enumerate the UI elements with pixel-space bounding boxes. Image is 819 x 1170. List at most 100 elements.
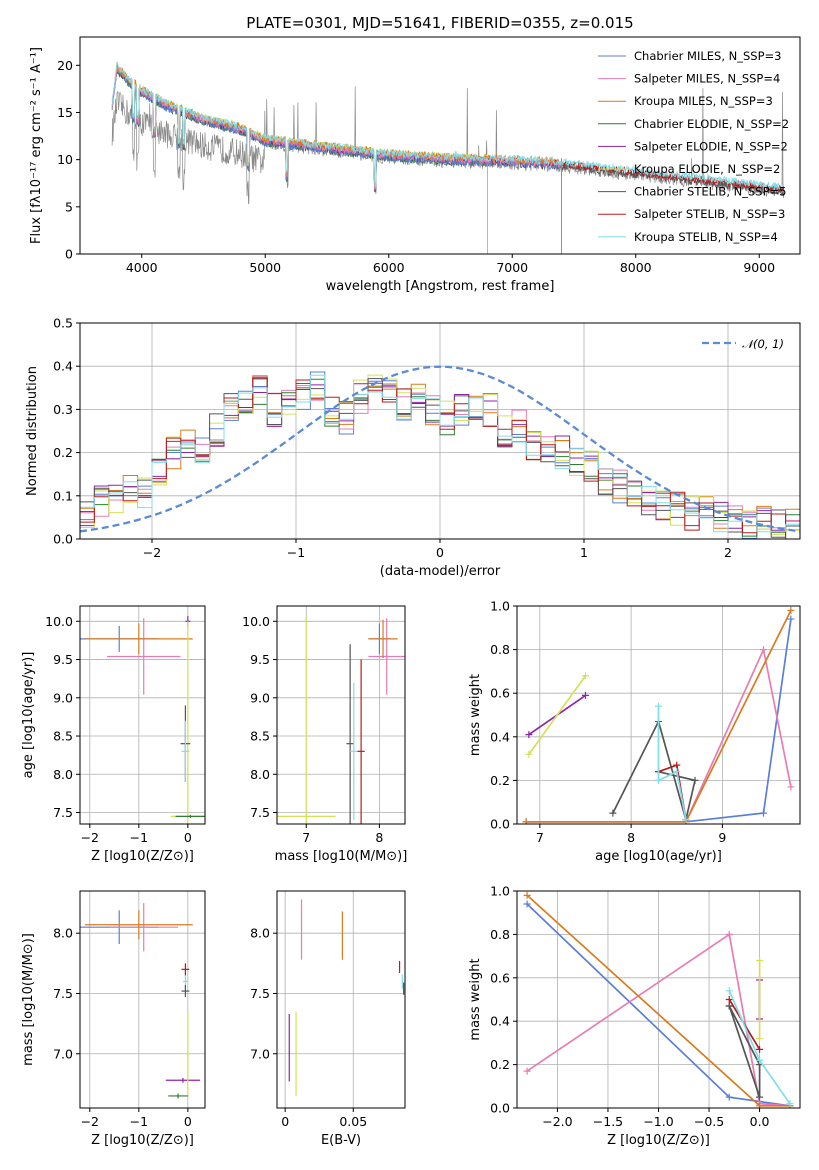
weight-vs-Z-lines (523, 891, 794, 1108)
error-bar-point (277, 617, 336, 824)
y-tick-label: 0.2 (53, 445, 73, 460)
histogram-legend: 𝒩(0, 1) (702, 337, 784, 351)
data-point (787, 783, 795, 791)
x-tick-label: −0.5 (694, 1114, 724, 1129)
data-point (787, 606, 795, 614)
x-tick-label: 6000 (373, 260, 405, 275)
legend-entry: Kroupa ELODIE, N_SSP=2 (634, 162, 780, 176)
x-tick-label: −1 (130, 830, 148, 845)
y-tick-label: 8.0 (53, 767, 73, 782)
data-point (523, 891, 531, 899)
data-point (725, 996, 733, 1003)
x-tick-label: 9000 (743, 260, 775, 275)
y-tick-label: 7.5 (53, 986, 73, 1001)
spectrum-axes: 4000 5000 6000 7000 8000 9000 0 5 10 15 20 waveleng… (29, 47, 775, 294)
y-tick-label: 0.0 (490, 817, 510, 832)
data-point (523, 1067, 531, 1075)
y-axis-label: Flux [fλ10⁻¹⁷ erg cm⁻² s⁻¹ A⁻¹] (29, 47, 44, 244)
y-tick-label: 0.3 (53, 402, 73, 417)
data-point (759, 646, 767, 654)
weight-series (655, 702, 690, 824)
x-tick-label: −2 (143, 545, 161, 560)
y-tick-label: 20 (57, 58, 73, 73)
x-tick-label: 7 (536, 830, 544, 845)
y-tick-label: 10.0 (45, 614, 73, 629)
x-axis-label: E(B-V) (321, 1133, 361, 1148)
y-tick-label: 7.5 (250, 805, 270, 820)
x-axis-label: age [log10(age/yr)] (595, 849, 722, 864)
y-tick-label: 0.8 (490, 927, 510, 942)
y-axis-label: Normed distribution (25, 366, 40, 496)
age-vs-Z-frame (79, 605, 206, 825)
y-tick-label: 5 (65, 199, 73, 214)
x-tick-label: −1 (130, 1114, 148, 1129)
spectrum-frame (79, 36, 801, 255)
y-tick-label: 0.4 (53, 359, 73, 374)
mass-vs-Z-axes: −2 −1 0 7.0 7.5 8.0 Z [log10(Z/Z⊙)] mass [log10… (21, 891, 205, 1148)
weight-vs-age-lines (522, 606, 795, 824)
x-tick-label: −1.5 (593, 1114, 623, 1129)
y-axis-label: mass weight (468, 674, 483, 756)
y-tick-label: 0.5 (53, 316, 73, 331)
error-bar-point (181, 963, 190, 976)
x-tick-label: 9 (718, 830, 726, 845)
mass-vs-Z-frame (79, 890, 206, 1109)
data-point (725, 987, 733, 995)
y-tick-label: 8.0 (53, 926, 73, 941)
data-point (682, 816, 690, 824)
normal-curve (80, 365, 800, 533)
x-axis-label: Z [log10(Z/Z⊙)] (607, 1133, 710, 1148)
error-bar-point (165, 1077, 201, 1083)
error-bar-point (109, 903, 179, 952)
error-bar-point (350, 682, 358, 821)
error-bar-point (346, 644, 354, 824)
x-axis-label: Z [log10(Z/Z⊙)] (91, 849, 194, 864)
x-tick-label: 0 (281, 1114, 289, 1129)
data-point (581, 672, 589, 680)
x-tick-label: 0.05 (339, 1114, 367, 1129)
weight-series (609, 718, 699, 824)
age-vs-Z-axes: −2 −1 0 7.5 8.0 8.5 9.0 9.5 10.0 Z [log10(Z/Z⊙)] a… (21, 606, 205, 864)
weight-line (526, 932, 790, 1107)
y-tick-label: 9.5 (250, 652, 270, 667)
data-point (756, 956, 764, 964)
y-tick-label: 7.0 (250, 1046, 270, 1061)
y-tick-label: 7.0 (53, 1046, 73, 1061)
error-bar-point (175, 814, 205, 818)
y-tick-label: 7.5 (250, 986, 270, 1001)
error-bar-point (84, 623, 193, 655)
x-tick-label: 8000 (620, 260, 652, 275)
y-tick-label: 0.4 (490, 1014, 510, 1029)
y-tick-label: 8.5 (250, 729, 270, 744)
x-tick-label: 7 (302, 830, 310, 845)
x-tick-label: 8 (375, 830, 383, 845)
x-axis-label: Z [log10(Z/Z⊙)] (91, 1133, 194, 1148)
error-bar-point (368, 618, 405, 695)
residual-hist-frame (79, 322, 801, 540)
error-bar-point (84, 910, 193, 940)
data-point (523, 900, 531, 908)
x-tick-label: 4000 (126, 260, 158, 275)
mass-vs-Z-points (80, 903, 201, 1099)
y-tick-label: 0 (65, 247, 73, 262)
age-vs-mass-points (277, 617, 405, 824)
y-axis-label: age [log10(age/yr)] (21, 652, 36, 779)
model-spectrum-line (111, 61, 785, 190)
data-point (655, 776, 662, 784)
weight-series (725, 987, 794, 1108)
error-bar-point (357, 659, 365, 824)
data-point (673, 761, 681, 769)
y-tick-label: 0.0 (490, 1101, 510, 1116)
y-tick-label: 0.2 (490, 773, 510, 788)
weight-series (756, 956, 764, 1043)
weight-vs-Z-frame (516, 890, 801, 1109)
weight-line (657, 706, 687, 820)
y-tick-label: 10 (57, 152, 73, 167)
x-axis-label: mass [log10(M/M⊙)] (275, 849, 408, 864)
x-tick-label: 0 (184, 830, 192, 845)
legend-entry: Salpeter ELODIE, N_SSP=2 (634, 139, 788, 153)
error-bar-point (168, 1093, 188, 1099)
y-axis-label: mass [log10(M/M⊙)] (21, 933, 36, 1066)
y-tick-label: 9.0 (250, 690, 270, 705)
